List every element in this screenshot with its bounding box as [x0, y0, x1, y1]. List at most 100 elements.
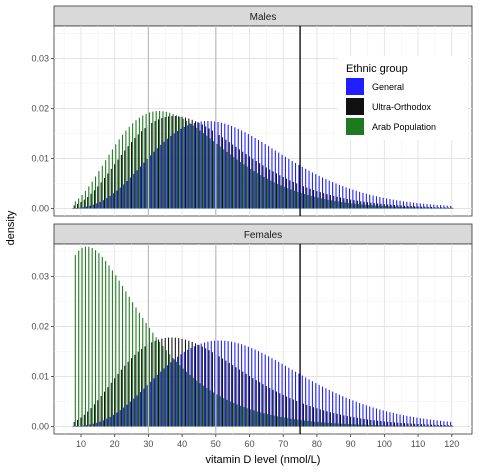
males-bar-general	[187, 125, 189, 209]
males-bar-ultra-orthodox	[90, 193, 92, 209]
females-bar-general	[345, 397, 347, 427]
males-bar-general	[227, 124, 229, 209]
males-bar-general	[379, 197, 381, 209]
females-y-tick-label: 0.03	[31, 272, 49, 282]
legend-label-arab-population: Arab Population	[372, 122, 436, 132]
males-bar-arab-population	[368, 205, 370, 209]
males-bar-arab-population	[145, 113, 147, 209]
females-bar-ultra-orthodox	[272, 389, 274, 427]
females-bar-arab-population	[395, 425, 397, 427]
females-bar-arab-population	[159, 341, 161, 427]
males-bar-arab-population	[361, 204, 363, 209]
females-bar-general	[75, 426, 77, 427]
females-bar-ultra-orthodox	[275, 391, 277, 427]
females-bar-general	[305, 377, 307, 427]
females-bar-general	[126, 404, 128, 427]
males-bar-general	[439, 205, 442, 209]
males-bar-arab-population	[135, 120, 137, 209]
females-bar-ultra-orthodox	[252, 378, 254, 427]
females-bar-ultra-orthodox	[164, 337, 166, 427]
males-bar-ultra-orthodox	[77, 203, 79, 209]
males-bar-general	[193, 122, 195, 209]
x-tick-label: 60	[245, 439, 255, 449]
females-bar-arab-population	[374, 425, 376, 427]
males-bar-ultra-orthodox	[124, 150, 126, 209]
females-bar-arab-population	[202, 385, 204, 427]
females-bar-general	[123, 407, 125, 427]
males-bar-general	[362, 192, 364, 209]
females-bar-general	[139, 392, 142, 427]
females-bar-ultra-orthodox	[100, 396, 102, 427]
females-bar-general	[153, 378, 155, 427]
males-bar-arab-population	[175, 115, 177, 209]
females-bar-ultra-orthodox	[302, 403, 304, 427]
males-bar-arab-population	[128, 126, 130, 209]
legend: Ethnic group General Ultra-Orthodox Arab…	[338, 56, 468, 140]
males-bar-general	[247, 134, 249, 209]
females-bar-general	[247, 346, 249, 427]
females-bar-ultra-orthodox	[404, 423, 406, 427]
males-bar-general	[315, 174, 317, 209]
x-tick-label: 70	[278, 439, 288, 449]
males-bar-ultra-orthodox	[97, 186, 99, 209]
females-bar-arab-population	[347, 424, 349, 427]
females-bar-arab-population	[445, 426, 447, 427]
males-bar-ultra-orthodox	[252, 158, 254, 209]
females-bar-general	[318, 384, 320, 427]
males-bar-arab-population	[442, 207, 444, 209]
females-bar-ultra-orthodox	[191, 341, 193, 427]
females-bar-general	[197, 344, 199, 427]
x-tick-label: 20	[110, 439, 120, 449]
x-tick-label: 30	[143, 439, 153, 449]
males-bar-arab-population	[304, 194, 306, 209]
females-bar-general	[207, 341, 209, 427]
males-bar-ultra-orthodox	[444, 207, 446, 209]
females-bar-general	[439, 420, 442, 427]
females-bar-general	[119, 410, 121, 427]
females-bar-arab-population	[334, 423, 336, 427]
females-bar-ultra-orthodox	[80, 417, 82, 427]
females-bar-ultra-orthodox	[171, 337, 173, 427]
males-bar-ultra-orthodox	[343, 198, 345, 209]
males-bar-arab-population	[125, 130, 127, 209]
x-tick-label: 100	[377, 439, 392, 449]
females-bar-arab-population	[300, 420, 302, 427]
males-bar-ultra-orthodox	[417, 206, 419, 209]
females-bar-arab-population	[273, 415, 275, 427]
males-bar-arab-population	[81, 194, 83, 209]
females-bar-general	[419, 418, 421, 427]
males-bar-ultra-orthodox	[360, 201, 362, 209]
males-bar-ultra-orthodox	[117, 159, 119, 209]
males-bar-ultra-orthodox	[316, 191, 318, 209]
males-y-tick-label: 0.03	[31, 54, 49, 64]
females-bar-general	[426, 419, 428, 427]
females-bar-general	[116, 412, 118, 427]
females-bar-ultra-orthodox	[366, 419, 369, 427]
males-bar-arab-population	[266, 178, 268, 209]
males-bar-arab-population	[101, 165, 103, 209]
males-bar-ultra-orthodox	[363, 201, 365, 209]
males-bar-ultra-orthodox	[451, 207, 453, 209]
females-bar-general	[150, 381, 152, 427]
males-bar-general	[308, 170, 310, 209]
females-bar-ultra-orthodox	[350, 416, 352, 427]
males-bar-ultra-orthodox	[430, 207, 433, 209]
females-bar-general	[190, 347, 192, 427]
females-bar-ultra-orthodox	[248, 375, 251, 427]
males-bar-arab-population	[357, 204, 360, 209]
males-bar-general	[332, 182, 334, 209]
females-bar-general	[251, 348, 253, 427]
males-bar-general	[311, 172, 313, 209]
females-bar-general	[328, 389, 330, 427]
males-bar-arab-population	[95, 176, 97, 209]
females-bar-ultra-orthodox	[144, 346, 146, 427]
x-tick-label: 110	[411, 439, 425, 449]
females-bar-arab-population	[152, 332, 154, 427]
females-bar-ultra-orthodox	[232, 365, 234, 427]
females-bar-general	[271, 358, 273, 427]
males-bar-general	[79, 207, 81, 209]
females-bar-general	[136, 395, 138, 427]
females-bar-arab-population	[256, 411, 258, 427]
males-bar-arab-population	[91, 181, 93, 209]
legend-key-arab-population	[346, 118, 364, 135]
